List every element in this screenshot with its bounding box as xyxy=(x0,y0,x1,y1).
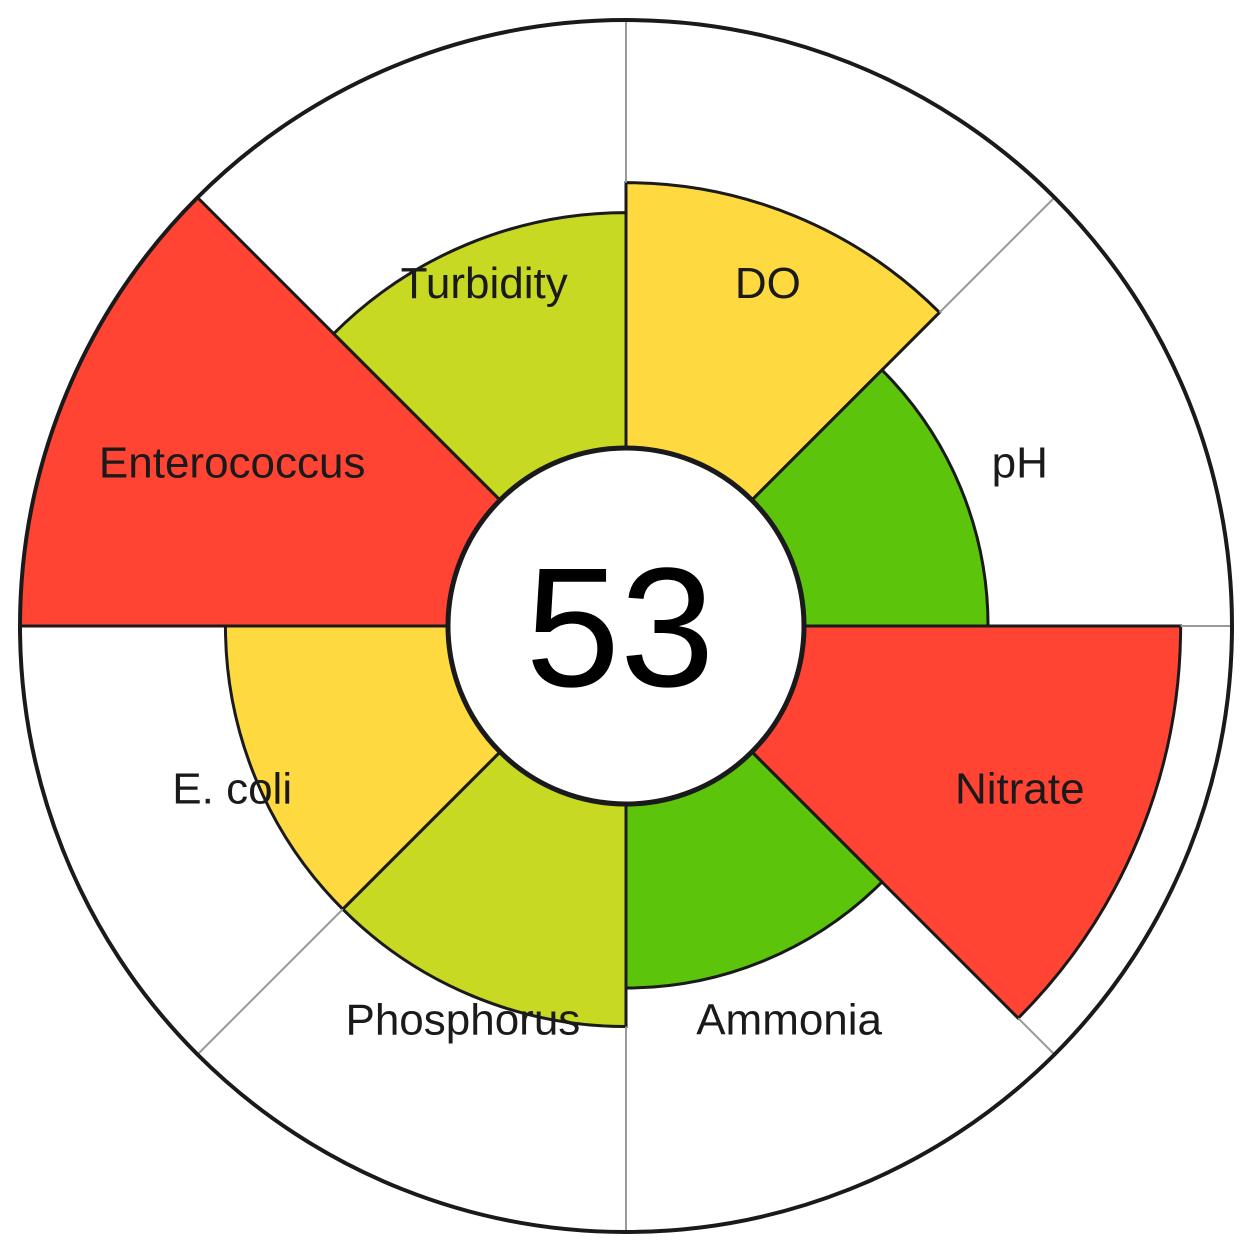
spoke-line xyxy=(938,196,1056,314)
score-circle xyxy=(445,445,807,807)
spoke-line xyxy=(196,908,344,1056)
outer-circle xyxy=(18,18,1234,1234)
label-ammonia: Ammonia xyxy=(696,995,882,1044)
label-ph: pH xyxy=(992,438,1048,487)
score-value: 53 xyxy=(525,533,714,723)
wedge-labels: DO pH Nitrate Ammonia Phosphorus E. coli Enter… xyxy=(99,259,1085,1044)
spoke-line xyxy=(1017,1017,1056,1056)
label-phosphorus: Phosphorus xyxy=(345,995,580,1044)
label-do: DO xyxy=(735,259,801,308)
score-badge: 53 xyxy=(445,445,807,807)
label-enterococcus: Enterococcus xyxy=(99,438,366,487)
label-e-coli: E. coli xyxy=(172,765,292,814)
label-nitrate: Nitrate xyxy=(955,765,1085,814)
outer-ring xyxy=(18,18,1234,1234)
label-turbidity: Turbidity xyxy=(401,259,568,308)
